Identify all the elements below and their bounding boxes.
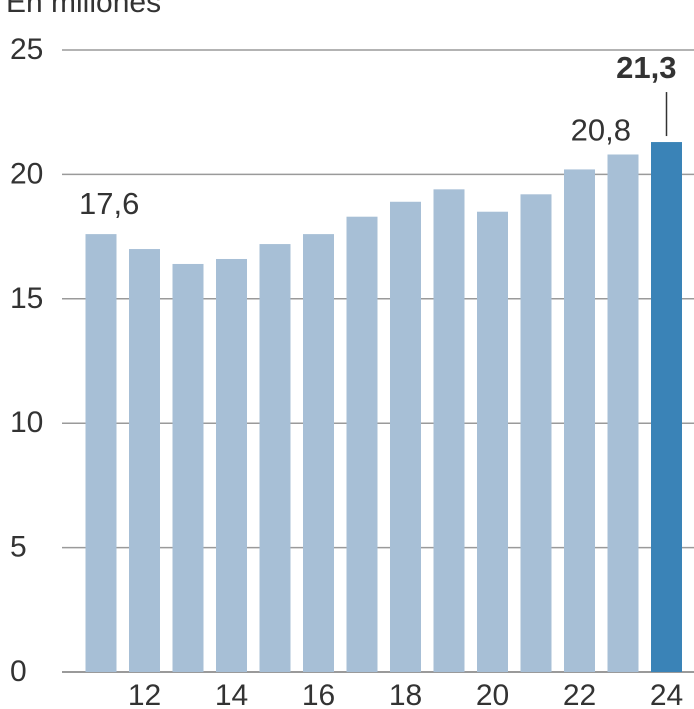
bar (390, 201, 421, 672)
bar (216, 258, 247, 672)
x-tick-label: 18 (389, 679, 422, 709)
bar (172, 263, 204, 672)
bar (520, 194, 552, 672)
bar (477, 211, 508, 672)
bar (259, 244, 291, 672)
bar (303, 234, 334, 672)
bar (651, 142, 682, 672)
unit-label: En millones (6, 0, 162, 19)
data-label: 17,6 (79, 186, 139, 221)
bar (564, 169, 595, 672)
y-tick-label: 5 (10, 531, 27, 564)
y-tick-label: 15 (10, 282, 43, 315)
bar (346, 216, 378, 673)
x-tick-label: 16 (302, 679, 335, 709)
data-label: 20,8 (571, 112, 631, 147)
x-tick-label: 20 (476, 679, 509, 709)
x-tick-label: 22 (563, 679, 596, 709)
bar (607, 154, 639, 673)
y-tick-label: 10 (10, 406, 43, 439)
data-label: 21,3 (616, 50, 676, 85)
x-tick-label: 12 (128, 679, 161, 709)
bar (129, 249, 160, 673)
y-tick-label: 25 (10, 33, 43, 66)
x-tick-label: 24 (650, 679, 683, 709)
bar (85, 234, 117, 672)
bar (433, 189, 465, 672)
y-tick-label: 0 (10, 655, 27, 688)
y-tick-label: 20 (10, 157, 43, 190)
x-tick-label: 14 (215, 679, 248, 709)
